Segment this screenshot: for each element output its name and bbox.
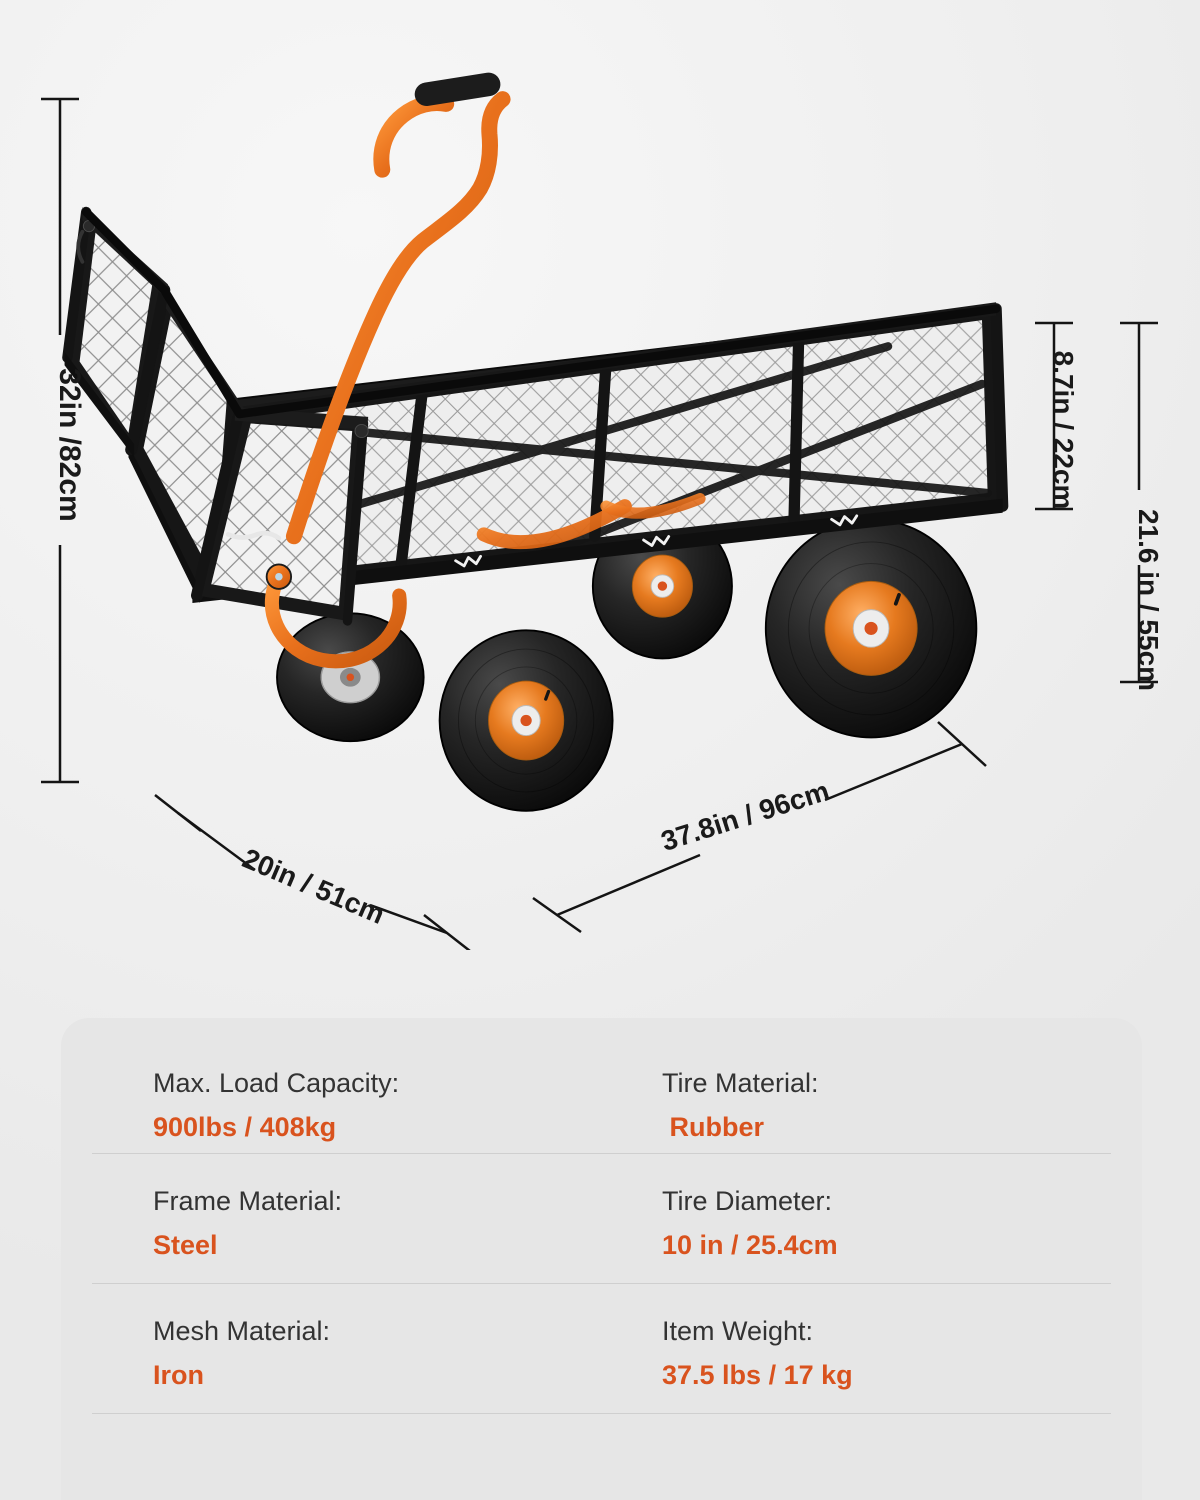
svg-text:8.7in / 22cm: 8.7in / 22cm (1048, 351, 1079, 510)
svg-text:20in / 51cm: 20in / 51cm (238, 842, 389, 930)
svg-text:21.6 in / 55cm: 21.6 in / 55cm (1133, 509, 1164, 691)
svg-text:32in /82cm: 32in /82cm (53, 368, 86, 521)
svg-text:37.8in / 96cm: 37.8in / 96cm (657, 775, 833, 857)
